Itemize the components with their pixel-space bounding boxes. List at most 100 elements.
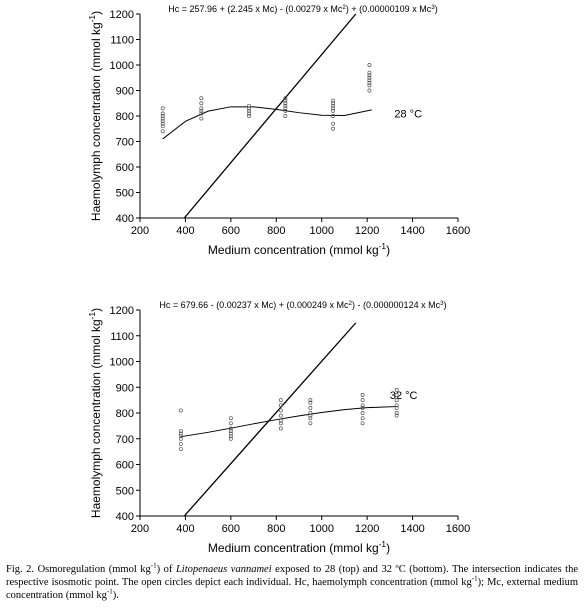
fit-curve [180, 406, 397, 438]
y-tick-label: 1100 [110, 331, 134, 343]
point [178, 429, 183, 433]
y-axis-label-part: ) [89, 308, 103, 312]
point [331, 101, 336, 106]
y-tick-label: 1200 [110, 305, 134, 317]
point [199, 116, 204, 121]
annotation: 32 °C [390, 390, 418, 402]
point [278, 413, 283, 418]
x-tick-label: 1000 [309, 523, 333, 535]
point [331, 98, 336, 103]
point [283, 96, 288, 101]
point [160, 124, 165, 129]
y-tick-label: 400 [116, 213, 134, 225]
caption-part: -1 [471, 574, 478, 583]
point [283, 106, 288, 111]
x-axis-label-part: -1 [379, 241, 387, 251]
point [278, 426, 283, 431]
point [367, 83, 372, 88]
point [160, 121, 165, 126]
y-tick-label: 500 [116, 188, 134, 200]
point [278, 398, 283, 403]
x-tick-label: 800 [267, 523, 285, 535]
point [331, 114, 336, 118]
annotation: 28 °C [394, 108, 422, 120]
caption-part: ); Mc, external medium concentration (mm… [6, 577, 578, 601]
chart-title-part: ) [435, 4, 438, 14]
y-tick-label: 600 [116, 162, 134, 174]
point [367, 63, 372, 67]
point [394, 393, 399, 397]
chart-title-part: Hc = 679.66 - (0.00237 x Mc) + (0.000249… [159, 300, 349, 310]
caption-part: -1 [106, 587, 113, 596]
fit-curve [162, 106, 372, 140]
y-tick-label: 900 [116, 86, 134, 98]
x-tick-label: 400 [176, 225, 194, 237]
chart-title: Hc = 679.66 - (0.00237 x Mc) + (0.000249… [159, 300, 446, 311]
chart-title-part: ) - (0.000000124 x Mc [352, 300, 441, 310]
point [308, 421, 313, 426]
point [160, 119, 165, 124]
point [331, 121, 336, 126]
point [247, 114, 251, 118]
y-tick-label: 1000 [110, 357, 134, 369]
point [367, 70, 372, 75]
point [228, 434, 233, 439]
point [394, 411, 399, 415]
caption-part: -1 [150, 561, 157, 570]
point [308, 405, 313, 410]
point [360, 411, 365, 415]
point [228, 431, 233, 436]
point [247, 103, 251, 108]
x-tick-label: 1600 [446, 225, 470, 237]
x-axis-label-part: ) [386, 243, 390, 257]
y-tick-label: 1000 [110, 60, 134, 72]
x-tick-label: 1200 [355, 225, 379, 237]
point [178, 436, 183, 441]
y-tick-label: 900 [116, 382, 134, 394]
point [278, 421, 283, 426]
point [394, 405, 399, 410]
point [160, 106, 165, 111]
point [278, 418, 283, 423]
chart-title-part: 3 [440, 300, 444, 307]
x-tick-label: 200 [131, 225, 149, 237]
point [331, 106, 336, 111]
point [228, 426, 233, 431]
x-tick-label: 1600 [446, 523, 470, 535]
y-tick-label: 700 [116, 434, 134, 446]
point [367, 80, 372, 85]
y-tick-label: 1100 [110, 35, 134, 47]
x-tick-label: 600 [222, 523, 240, 535]
point [308, 416, 313, 421]
point [160, 129, 165, 134]
point [160, 116, 165, 121]
x-axis-label: Medium concentration (mmol kg-1) [208, 539, 390, 555]
x-tick-label: 1000 [309, 225, 333, 237]
y-tick-label: 400 [116, 511, 134, 523]
point [308, 413, 313, 418]
point [394, 387, 399, 392]
y-axis-label: Haemolymph concentration (mmol kg-1) [87, 308, 103, 518]
x-axis-label-part: Medium concentration (mmol kg [208, 541, 379, 555]
x-axis-label-part: Medium concentration (mmol kg [208, 243, 379, 257]
point [247, 108, 251, 113]
point [360, 416, 365, 421]
caption-part: ). [112, 590, 119, 601]
x-tick-label: 200 [131, 523, 149, 535]
point [331, 126, 336, 131]
point [228, 429, 233, 433]
point [178, 441, 183, 446]
chart-title: Hc = 257.96 + (2.245 x Mc) - (0.00279 x … [168, 4, 437, 15]
y-tick-label: 800 [116, 408, 134, 420]
point [178, 447, 183, 451]
point [199, 101, 204, 106]
chart-title-part: Hc = 257.96 + (2.245 x Mc) - (0.00279 x … [168, 4, 343, 14]
point [360, 403, 365, 408]
point [394, 398, 399, 403]
point [360, 393, 365, 397]
point [178, 434, 183, 439]
point [228, 416, 233, 421]
point [247, 106, 251, 111]
